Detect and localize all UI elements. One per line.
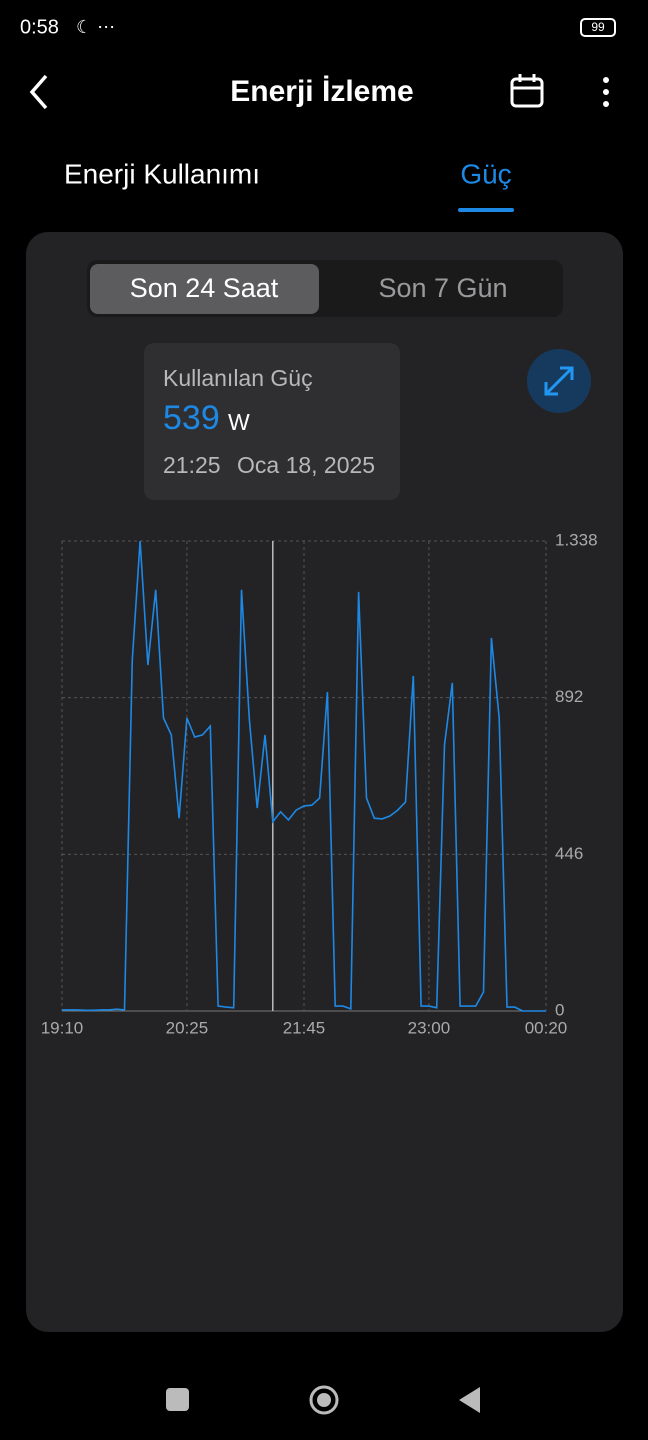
x-tick-label: 20:25	[166, 1018, 209, 1037]
status-time: 0:58	[20, 16, 59, 38]
y-tick-label: 1.338	[555, 530, 598, 549]
tooltip-label: Kullanılan Güç	[163, 365, 313, 391]
menu-button[interactable]	[603, 77, 609, 107]
card	[26, 232, 623, 1332]
tooltip	[144, 343, 400, 500]
tooltip-value: 539	[163, 399, 220, 437]
chart: 0 446 892 1.338 19:10 20:25 21:45 23:00 00:20	[41, 530, 598, 1037]
x-tick-label: 19:10	[41, 1018, 84, 1037]
tooltip-unit: W	[228, 409, 250, 435]
calendar-button[interactable]	[510, 74, 544, 108]
x-tick-label: 21:45	[283, 1018, 326, 1037]
battery-icon	[580, 18, 616, 37]
tab[interactable]: Enerji Kullanımı	[64, 158, 260, 189]
data-line	[62, 540, 546, 1012]
nav-home[interactable]	[309, 1385, 339, 1415]
segment-label: Son 24 Saat	[130, 273, 279, 303]
y-tick-label: 446	[555, 844, 583, 863]
y-tick-label: 0	[555, 1000, 564, 1019]
status-right	[580, 18, 616, 37]
x-tick-label: 23:00	[408, 1018, 451, 1037]
header-title: Enerji İzleme	[230, 75, 413, 108]
expand-button[interactable]	[527, 349, 591, 413]
segment-active[interactable]	[90, 264, 319, 314]
tooltip-time: 21:25	[163, 452, 221, 478]
tab-indicator	[458, 208, 514, 212]
battery-level: 99	[591, 20, 605, 34]
nav-recents[interactable]	[166, 1388, 189, 1411]
nav-home-dot	[317, 1393, 331, 1407]
nav-back[interactable]	[459, 1387, 480, 1413]
status-icons: ☾ ⋯	[76, 17, 115, 37]
segment[interactable]: Son 7 Gün	[378, 273, 507, 303]
x-tick-label: 00:20	[525, 1018, 568, 1037]
tooltip-date: Oca 18, 2025	[237, 452, 375, 478]
y-tick-label: 892	[555, 687, 583, 706]
tab-active[interactable]: Güç	[460, 158, 511, 189]
back-button[interactable]	[29, 74, 48, 110]
